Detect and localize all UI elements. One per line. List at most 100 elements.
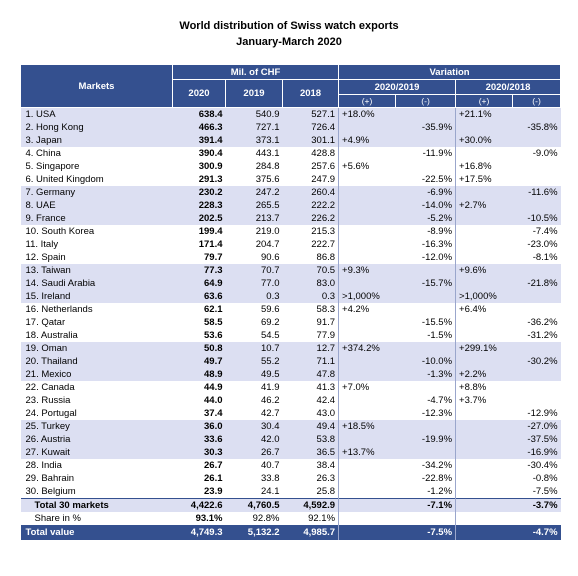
table-row: 18. Australia 53.6 54.5 77.9 -1.5% -31.2% [21, 329, 561, 342]
value-cell [455, 355, 513, 368]
value-cell [395, 264, 456, 277]
value-cell: 42.7 [261, 408, 280, 419]
value-cell: -15.5% [421, 317, 453, 328]
value-cell [455, 212, 513, 225]
value-cell [455, 277, 513, 290]
value-cell: -22.8% [421, 473, 453, 484]
value-cell: -3.7% [512, 498, 561, 512]
value-cell: 91.7 [316, 317, 336, 328]
value-cell: 213.7 [225, 212, 283, 225]
table-row: 29. Bahrain 26.1 33.8 26.3 -22.8% -0.8% [21, 472, 561, 485]
value-cell: -6.9% [395, 186, 456, 199]
value-cell: 257.6 [311, 161, 336, 172]
table-row: 10. South Korea 199.4 219.0 215.3 -8.9% -7.4% [21, 225, 561, 238]
value-cell: 41.3 [316, 382, 336, 393]
value-cell: +374.2% [338, 342, 396, 355]
value-cell [513, 173, 561, 186]
value-cell: 247.2 [225, 186, 283, 199]
value-cell: 24.1 [261, 486, 280, 497]
value-cell: 226.2 [282, 212, 339, 225]
page: World distribution of Swiss watch export… [0, 20, 578, 576]
value-cell [455, 446, 513, 459]
value-cell [338, 212, 396, 225]
value-cell: -1.3% [395, 368, 456, 381]
market-cell: 17. Qatar [25, 317, 66, 328]
value-cell: +3.7% [455, 394, 513, 407]
value-cell: 726.4 [282, 121, 339, 134]
table-row: Total 30 markets 4,422.6 4,760.5 4,592.9 -7.… [20, 498, 561, 512]
value-cell: +2.2% [455, 368, 513, 381]
value-cell [512, 134, 561, 147]
value-cell [338, 199, 396, 212]
value-cell: 64.9 [172, 277, 226, 290]
value-cell: -8.1% [532, 252, 558, 263]
value-cell: -12.0% [421, 252, 453, 263]
value-cell: 26.3 [316, 473, 336, 484]
value-cell [395, 134, 456, 147]
value-cell: 443.1 [255, 148, 280, 159]
value-cell [338, 147, 396, 160]
table-row: 2. Hong Kong 466.3 727.1 726.4 -35.9% -35.8% [20, 121, 561, 134]
value-cell: +5.6% [338, 160, 396, 173]
value-cell [455, 525, 513, 540]
value-cell [455, 485, 513, 499]
value-cell: 90.6 [261, 252, 280, 263]
value-cell: 222.2 [282, 199, 339, 212]
value-cell: -4.7% [512, 525, 561, 540]
value-cell [338, 459, 396, 472]
value-cell: 215.3 [311, 226, 336, 237]
value-cell [512, 368, 561, 381]
header-cell: 2018 [281, 79, 340, 108]
value-cell: 70.5 [282, 264, 339, 277]
value-cell: -35.9% [395, 121, 456, 134]
value-cell [338, 225, 396, 238]
value-cell: 4,985.7 [282, 525, 339, 540]
value-cell: 26.1 [204, 473, 223, 484]
header-cell: Mil. of CHF [171, 64, 340, 80]
value-cell [512, 264, 561, 277]
value-cell: -34.2% [421, 460, 453, 471]
value-cell: 50.8 [172, 342, 226, 355]
table-row: 16. Netherlands 62.1 59.6 58.3 +4.2% +6.4% [21, 303, 561, 316]
value-cell: +18.0% [338, 107, 396, 121]
value-cell: -37.5% [512, 433, 561, 446]
value-cell: 42.4 [316, 395, 336, 406]
value-cell [455, 407, 513, 420]
value-cell: -30.4% [527, 460, 558, 471]
value-cell: +7.0% [338, 381, 396, 394]
value-cell [396, 381, 456, 394]
value-cell: -4.7% [427, 395, 453, 406]
value-cell [455, 472, 513, 485]
value-cell: -35.8% [512, 121, 561, 134]
value-cell [455, 147, 513, 160]
value-cell: >1,000% [455, 290, 513, 303]
value-cell: 301.1 [282, 134, 339, 147]
value-cell: -15.7% [395, 277, 456, 290]
value-cell [338, 121, 396, 134]
value-cell: 33.6 [172, 433, 226, 446]
value-cell: +16.8% [455, 160, 513, 173]
table-row: 7. Germany 230.2 247.2 260.4 -6.9% -11.6% [20, 186, 561, 199]
market-cell: 27. Kuwait [20, 446, 173, 459]
value-cell [395, 446, 456, 459]
table-row: 15. Ireland 63.6 0.3 0.3 >1,000% >1,000% [20, 290, 561, 303]
value-cell: -30.2% [512, 355, 561, 368]
value-cell [396, 512, 456, 525]
value-cell [338, 368, 396, 381]
value-cell [455, 186, 513, 199]
value-cell: 58.3 [316, 304, 336, 315]
value-cell [338, 186, 396, 199]
value-cell [455, 329, 513, 342]
value-cell: 171.4 [198, 239, 223, 250]
value-cell [338, 485, 396, 499]
value-cell: 71.1 [282, 355, 339, 368]
header-cell: 2020/2018 [455, 79, 562, 95]
value-cell: 527.1 [282, 107, 339, 121]
value-cell: 4,422.6 [172, 498, 226, 512]
table-row: 4. China 390.4 443.1 428.8 -11.9% -9.0% [21, 147, 561, 160]
value-cell [338, 433, 396, 446]
value-cell [455, 420, 513, 433]
market-cell: 19. Oman [20, 342, 173, 355]
value-cell: 36.0 [172, 420, 226, 433]
table-row: 23. Russia 44.0 46.2 42.4 -4.7% +3.7% [21, 394, 561, 407]
